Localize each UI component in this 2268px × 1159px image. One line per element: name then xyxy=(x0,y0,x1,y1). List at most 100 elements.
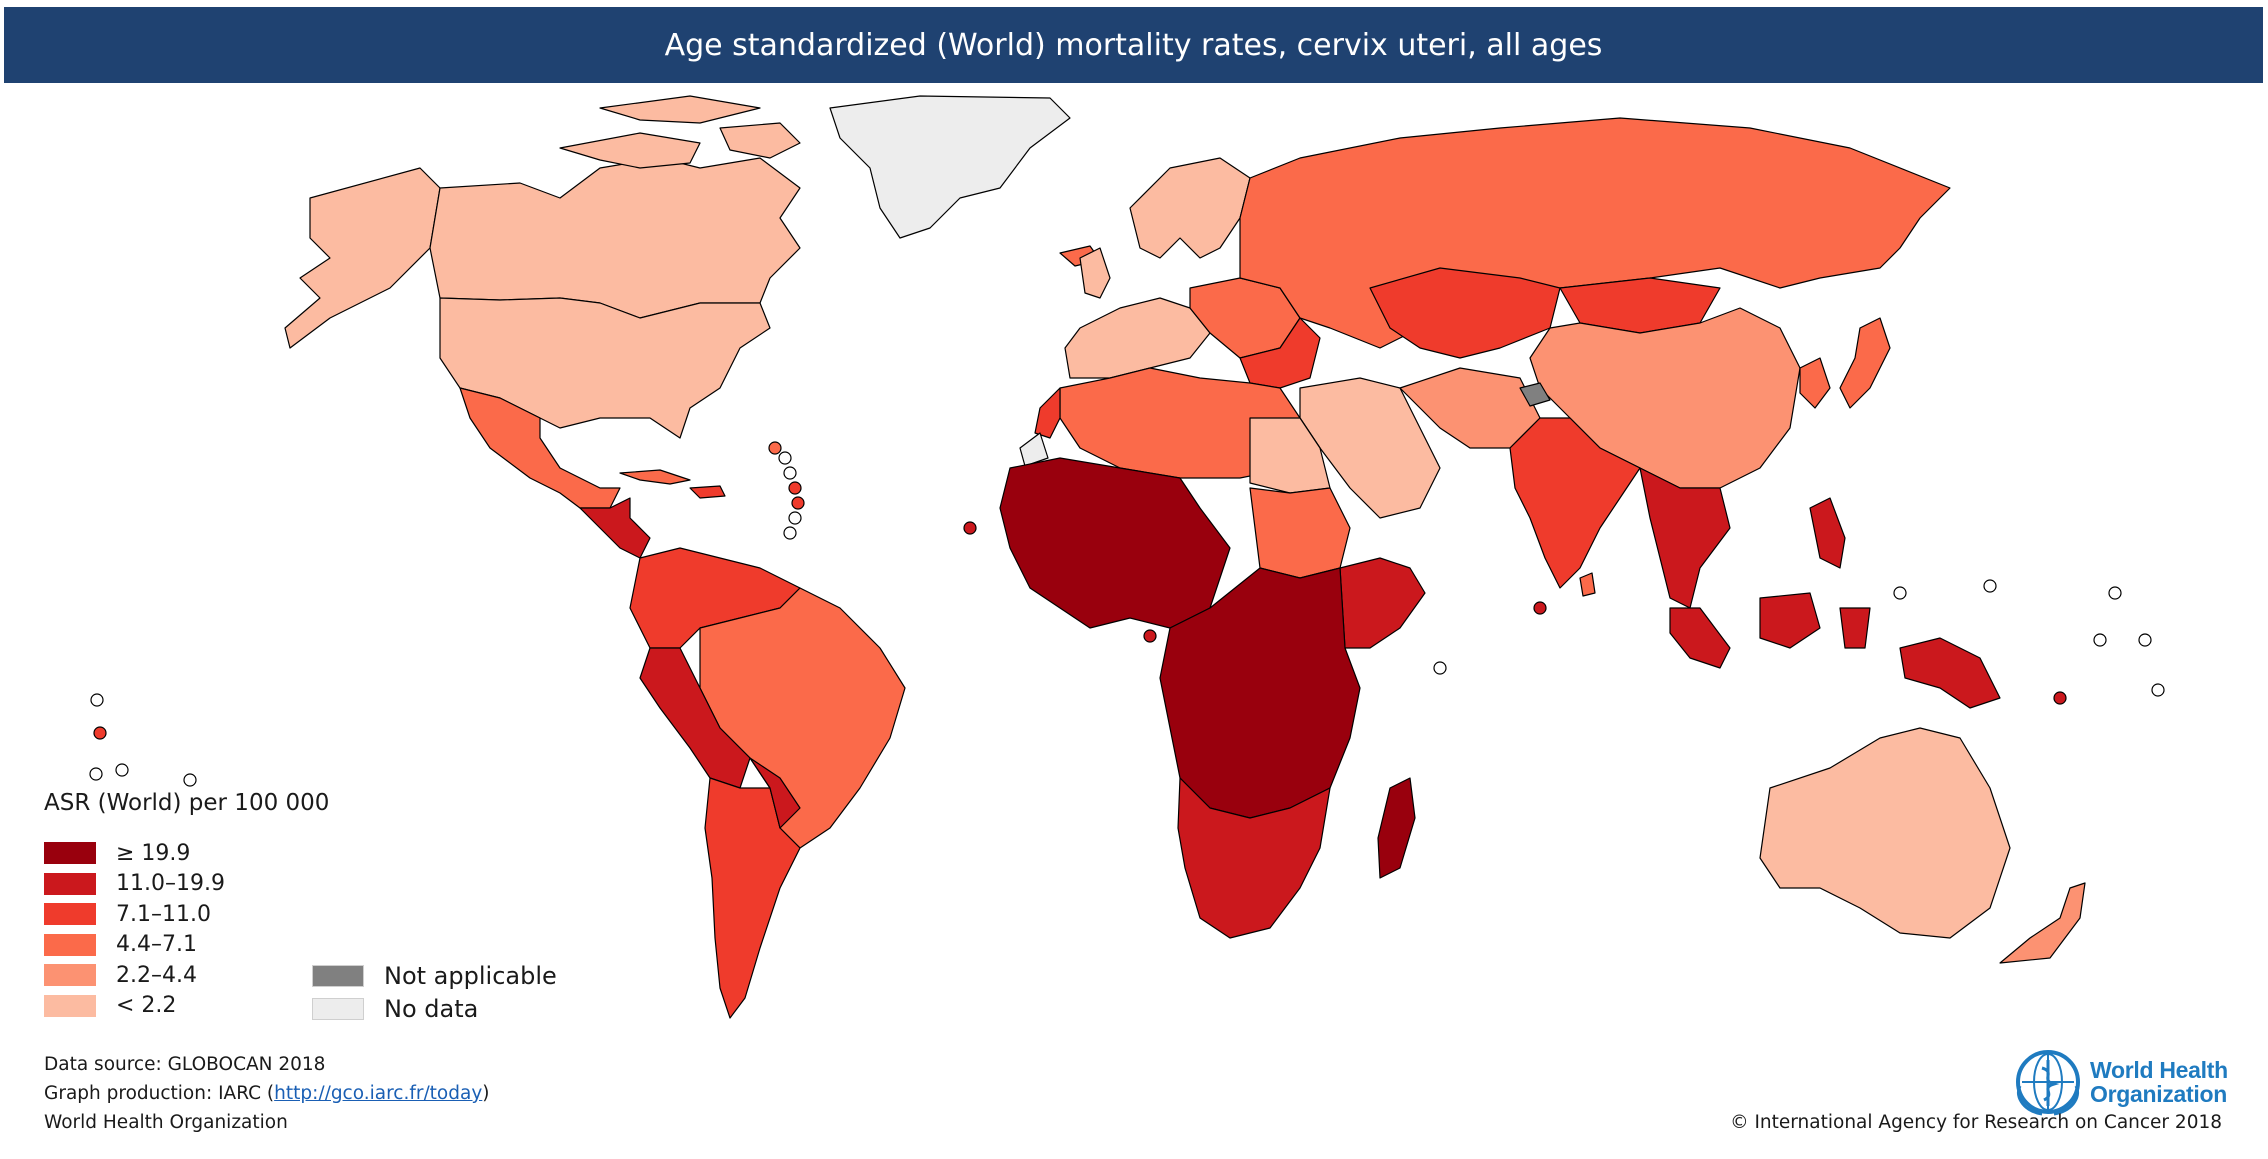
legend-class-swatch xyxy=(44,903,96,926)
region-hispaniola[interactable] xyxy=(689,485,726,499)
region-west-africa[interactable] xyxy=(999,457,1231,629)
region-morocco[interactable] xyxy=(1034,387,1061,439)
legend-class-label: 2.2–4.4 xyxy=(116,962,197,988)
map-title: Age standardized (World) mortality rates… xyxy=(4,7,2263,83)
copyright: © International Agency for Research on C… xyxy=(1730,1112,2222,1133)
region-australia[interactable] xyxy=(1759,727,2011,939)
footer: Data source: GLOBOCAN 2018 Graph product… xyxy=(44,1050,490,1137)
who-line1: World Health xyxy=(2090,1057,2228,1083)
island-marker[interactable] xyxy=(788,481,802,495)
legend-class-swatch xyxy=(44,933,96,956)
island-marker[interactable] xyxy=(2108,586,2122,600)
region-southeast-asia[interactable] xyxy=(1639,467,1731,609)
legend-class-row: 7.1–11.0 xyxy=(44,899,364,930)
island-marker[interactable] xyxy=(768,441,782,455)
legend-class-row: 4.4–7.1 xyxy=(44,930,364,961)
region-japan[interactable] xyxy=(1839,317,1891,409)
island-marker[interactable] xyxy=(788,511,802,525)
legend-class-swatch xyxy=(44,994,96,1017)
island-marker[interactable] xyxy=(778,451,792,465)
island-marker[interactable] xyxy=(791,496,805,510)
legend-extra-row: No data xyxy=(312,992,557,1025)
graph-production-prefix: Graph production: IARC ( xyxy=(44,1083,275,1104)
graph-production-suffix: ) xyxy=(482,1083,490,1104)
region-nepal[interactable] xyxy=(1519,382,1551,407)
region-central-east-africa[interactable] xyxy=(1159,567,1361,819)
region-mexico[interactable] xyxy=(459,387,621,509)
island-marker[interactable] xyxy=(1533,601,1547,615)
legend-classes: ≥ 19.9 11.0–19.9 7.1–11.0 4.4–7.1 2.2–4.4 < 2… xyxy=(44,838,364,1021)
region-philippines[interactable] xyxy=(1809,497,1846,569)
legend-extra-label: Not applicable xyxy=(384,961,557,990)
legend-class-label: 7.1–11.0 xyxy=(116,901,211,927)
island-marker[interactable] xyxy=(963,521,977,535)
legend-class-row: ≥ 19.9 xyxy=(44,838,364,869)
island-marker[interactable] xyxy=(183,773,197,787)
region-cuba[interactable] xyxy=(619,469,691,485)
region-madagascar[interactable] xyxy=(1377,777,1416,879)
region-indonesia[interactable] xyxy=(1669,592,1871,669)
who-emblem-icon xyxy=(2016,1050,2080,1116)
legend-class-swatch xyxy=(44,964,96,987)
region-southern-africa[interactable] xyxy=(1177,777,1331,939)
legend-extra-swatch xyxy=(312,997,364,1020)
region-canada[interactable] xyxy=(429,157,801,319)
region-arctic-islands[interactable] xyxy=(559,95,801,169)
legend-class-row: 11.0–19.9 xyxy=(44,869,364,900)
region-alaska[interactable] xyxy=(284,167,441,349)
legend-class-row: < 2.2 xyxy=(44,991,364,1022)
island-marker[interactable] xyxy=(2093,633,2107,647)
world-map xyxy=(89,95,2165,1019)
region-korea[interactable] xyxy=(1799,357,1831,409)
legend-class-label: ≥ 19.9 xyxy=(116,840,191,866)
region-paraguay[interactable] xyxy=(749,757,801,829)
island-marker[interactable] xyxy=(89,767,103,781)
legend-class-swatch xyxy=(44,842,96,865)
region-horn-of-africa[interactable] xyxy=(1339,557,1426,649)
legend-class-label: 11.0–19.9 xyxy=(116,871,225,897)
island-marker[interactable] xyxy=(115,763,129,777)
legend-class-row: 2.2–4.4 xyxy=(44,960,364,991)
region-uk-ireland[interactable] xyxy=(1079,247,1111,299)
region-western-sahara[interactable] xyxy=(1019,432,1049,467)
legend-extra-row: Not applicable xyxy=(312,959,557,992)
legend-extra: Not applicable No data xyxy=(312,959,557,1025)
island-marker[interactable] xyxy=(1143,629,1157,643)
who-logo: World Health Organization xyxy=(2012,1046,2228,1118)
legend-extra-label: No data xyxy=(384,994,479,1023)
who-wordmark: World Health Organization xyxy=(2090,1058,2228,1106)
legend: ASR (World) per 100 000 ≥ 19.9 11.0–19.9 7… xyxy=(44,790,364,1021)
island-marker[interactable] xyxy=(2151,683,2165,697)
region-new-zealand[interactable] xyxy=(1999,882,2086,964)
organization: World Health Organization xyxy=(44,1112,288,1133)
island-marker[interactable] xyxy=(783,466,797,480)
who-line2: Organization xyxy=(2090,1081,2227,1107)
region-india[interactable] xyxy=(1509,417,1641,589)
island-marker[interactable] xyxy=(1893,586,1907,600)
data-source: Data source: GLOBOCAN 2018 xyxy=(44,1054,326,1075)
region-greenland[interactable] xyxy=(829,95,1071,239)
region-scandinavia[interactable] xyxy=(1129,157,1251,259)
legend-extra-swatch xyxy=(312,964,364,987)
legend-class-swatch xyxy=(44,872,96,895)
legend-class-label: 4.4–7.1 xyxy=(116,932,197,958)
region-western-europe[interactable] xyxy=(1064,297,1211,379)
region-papua-new-guinea[interactable] xyxy=(1899,637,2001,709)
region-china[interactable] xyxy=(1529,307,1801,489)
region-central-america[interactable] xyxy=(579,497,651,559)
island-marker[interactable] xyxy=(2138,633,2152,647)
legend-title: ASR (World) per 100 000 xyxy=(44,790,330,816)
island-marker[interactable] xyxy=(90,693,104,707)
region-sudan[interactable] xyxy=(1249,487,1351,579)
island-marker[interactable] xyxy=(2053,691,2067,705)
island-marker[interactable] xyxy=(93,726,107,740)
region-kazakhstan[interactable] xyxy=(1369,267,1561,359)
region-sri-lanka[interactable] xyxy=(1579,572,1596,597)
graph-production: Graph production: IARC (http://gco.iarc.… xyxy=(44,1079,490,1108)
legend-class-label: < 2.2 xyxy=(116,993,177,1019)
legend-extra-rows: Not applicable No data xyxy=(312,959,557,1025)
iarc-link[interactable]: http://gco.iarc.fr/today xyxy=(274,1083,483,1104)
island-marker[interactable] xyxy=(1983,579,1997,593)
island-marker[interactable] xyxy=(783,526,797,540)
island-marker[interactable] xyxy=(1433,661,1447,675)
